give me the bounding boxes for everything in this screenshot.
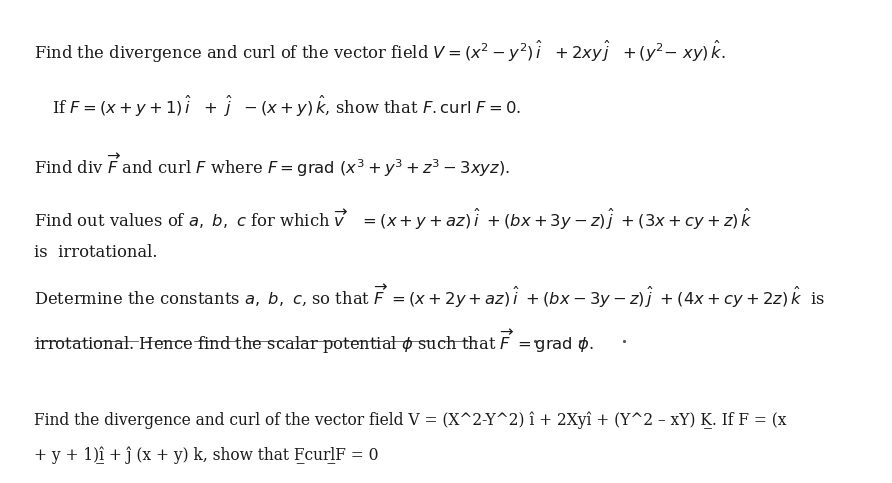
- Text: irrotational. Hence find the scalar potential $\phi$ such that $\overrightarrow{: irrotational. Hence find the scalar pote…: [34, 327, 594, 356]
- Text: If $F = (x + y + 1)\,\hat{i}\ \ + \ \hat{j}\ \ - (x + y)\,\hat{k}$, show that $F: If $F = (x + y + 1)\,\hat{i}\ \ + \ \hat…: [52, 94, 521, 119]
- Text: is  irrotational.: is irrotational.: [34, 244, 157, 261]
- Text: Find out values of $a,\ b,\ c$ for which $\overrightarrow{v}\ \ \ = (x + y + az): Find out values of $a,\ b,\ c$ for which…: [34, 207, 753, 232]
- Text: Find the divergence and curl of the vector field V = (X^2-Y^2) î + 2Xyî + (Y^2 –: Find the divergence and curl of the vect…: [34, 412, 787, 429]
- Text: Find div $\overrightarrow{F}$ and curl $F$ where $F = \mathrm{grad}\ (x^3 + y^3 : Find div $\overrightarrow{F}$ and curl $…: [34, 151, 510, 179]
- Text: Determine the constants $a,\ b,\ c$, so that $\overrightarrow{F}\ = (x + 2y + az: Determine the constants $a,\ b,\ c$, so …: [34, 283, 825, 310]
- Text: Find the divergence and curl of the vector field $V = (x^2 - y^2)\,\hat{i}\ \ + : Find the divergence and curl of the vect…: [34, 39, 726, 65]
- Text: + y + 1)î̲ + ĵ (x + y) k, show that F̲curl̲F = 0: + y + 1)î̲ + ĵ (x + y) k, show that F̲cu…: [34, 447, 378, 464]
